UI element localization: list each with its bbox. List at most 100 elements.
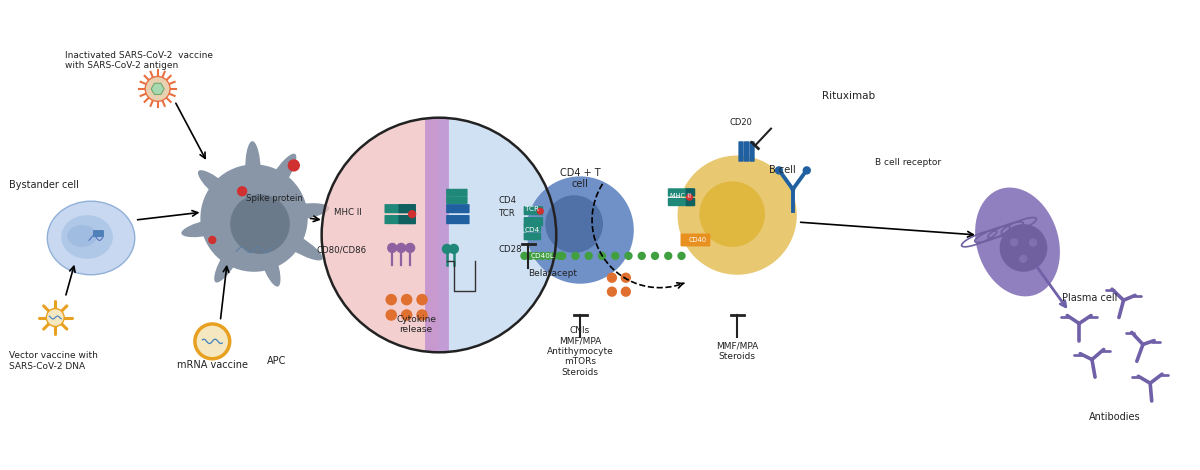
Circle shape <box>47 309 64 327</box>
Circle shape <box>396 243 407 253</box>
Text: Rituximab: Rituximab <box>822 91 875 101</box>
Circle shape <box>775 166 784 174</box>
Circle shape <box>678 156 797 275</box>
FancyBboxPatch shape <box>749 141 755 162</box>
Ellipse shape <box>256 229 281 287</box>
FancyBboxPatch shape <box>398 204 416 213</box>
Circle shape <box>556 252 564 260</box>
FancyBboxPatch shape <box>384 215 416 224</box>
Text: CD4: CD4 <box>499 196 517 205</box>
Text: CNIs
MMF/MPA
Antithymocyte
mTORs
Steroids: CNIs MMF/MPA Antithymocyte mTORs Steroid… <box>547 326 613 376</box>
Circle shape <box>404 243 415 253</box>
Text: Spike protein: Spike protein <box>246 194 302 203</box>
FancyBboxPatch shape <box>446 189 468 196</box>
Ellipse shape <box>215 228 250 282</box>
Text: CD40L: CD40L <box>530 253 554 259</box>
FancyBboxPatch shape <box>667 198 694 206</box>
Ellipse shape <box>198 170 246 212</box>
Text: Cytokine
release: Cytokine release <box>396 315 436 334</box>
FancyBboxPatch shape <box>685 198 695 206</box>
Text: APC: APC <box>268 356 287 366</box>
Circle shape <box>686 194 694 201</box>
Text: CD20: CD20 <box>730 118 752 127</box>
Text: MMF/MPA
Steroids: MMF/MPA Steroids <box>716 342 758 361</box>
FancyBboxPatch shape <box>523 233 541 240</box>
Circle shape <box>1019 255 1027 263</box>
Circle shape <box>401 309 413 321</box>
FancyBboxPatch shape <box>685 188 695 196</box>
Circle shape <box>571 252 580 260</box>
Ellipse shape <box>245 141 262 205</box>
Text: mRNA vaccine: mRNA vaccine <box>176 360 248 370</box>
Ellipse shape <box>61 215 113 259</box>
Circle shape <box>449 244 460 254</box>
Circle shape <box>527 176 634 284</box>
FancyBboxPatch shape <box>738 141 744 162</box>
Circle shape <box>442 244 452 254</box>
Circle shape <box>544 252 552 260</box>
Polygon shape <box>151 83 164 94</box>
Circle shape <box>388 243 397 253</box>
Circle shape <box>803 166 811 174</box>
Circle shape <box>607 273 617 283</box>
Ellipse shape <box>976 188 1060 297</box>
Text: CD40: CD40 <box>689 237 707 243</box>
FancyBboxPatch shape <box>680 234 710 246</box>
FancyBboxPatch shape <box>446 196 468 204</box>
Circle shape <box>664 252 672 260</box>
Ellipse shape <box>265 223 323 260</box>
Circle shape <box>1028 238 1037 247</box>
Ellipse shape <box>47 201 134 275</box>
Circle shape <box>408 210 416 218</box>
Circle shape <box>194 324 229 359</box>
Circle shape <box>598 252 606 260</box>
Circle shape <box>416 309 428 321</box>
Circle shape <box>620 273 631 283</box>
Ellipse shape <box>181 217 242 237</box>
Circle shape <box>288 159 300 172</box>
Text: MHC II: MHC II <box>670 193 691 199</box>
Circle shape <box>416 294 428 306</box>
Text: TCR: TCR <box>526 206 540 212</box>
Circle shape <box>536 208 544 215</box>
Text: B cell: B cell <box>769 165 796 175</box>
Text: Antibodies: Antibodies <box>1090 412 1141 422</box>
Circle shape <box>624 252 632 260</box>
Ellipse shape <box>259 154 296 208</box>
Circle shape <box>611 252 619 260</box>
Circle shape <box>145 77 170 102</box>
Wedge shape <box>439 118 557 352</box>
Circle shape <box>230 194 290 254</box>
Circle shape <box>200 164 307 272</box>
Text: CD4 + T
cell: CD4 + T cell <box>560 167 600 189</box>
Text: B cell receptor: B cell receptor <box>875 158 941 167</box>
Circle shape <box>558 252 566 260</box>
Circle shape <box>527 252 534 260</box>
Ellipse shape <box>266 203 329 221</box>
FancyBboxPatch shape <box>398 215 416 224</box>
FancyBboxPatch shape <box>667 188 694 196</box>
Circle shape <box>385 309 397 321</box>
Text: MHC II: MHC II <box>334 208 361 217</box>
FancyBboxPatch shape <box>523 224 541 232</box>
Text: Plasma cell: Plasma cell <box>1062 293 1117 303</box>
FancyBboxPatch shape <box>523 217 544 226</box>
FancyBboxPatch shape <box>446 215 469 224</box>
FancyBboxPatch shape <box>94 230 104 237</box>
Circle shape <box>538 252 546 260</box>
Text: Vector vaccine with
SARS-CoV-2 DNA: Vector vaccine with SARS-CoV-2 DNA <box>8 351 97 371</box>
Text: CD28: CD28 <box>499 245 522 254</box>
Text: Belatacept: Belatacept <box>528 269 577 278</box>
Circle shape <box>208 236 216 244</box>
Text: CD80/CD86: CD80/CD86 <box>317 245 366 254</box>
Circle shape <box>607 287 617 297</box>
Circle shape <box>584 252 593 260</box>
FancyBboxPatch shape <box>425 118 449 352</box>
Text: CD4: CD4 <box>524 227 540 233</box>
Circle shape <box>236 186 247 196</box>
FancyBboxPatch shape <box>446 204 469 213</box>
Circle shape <box>521 252 529 260</box>
Text: TCR: TCR <box>499 209 515 218</box>
Circle shape <box>401 294 413 306</box>
FancyBboxPatch shape <box>523 206 544 215</box>
